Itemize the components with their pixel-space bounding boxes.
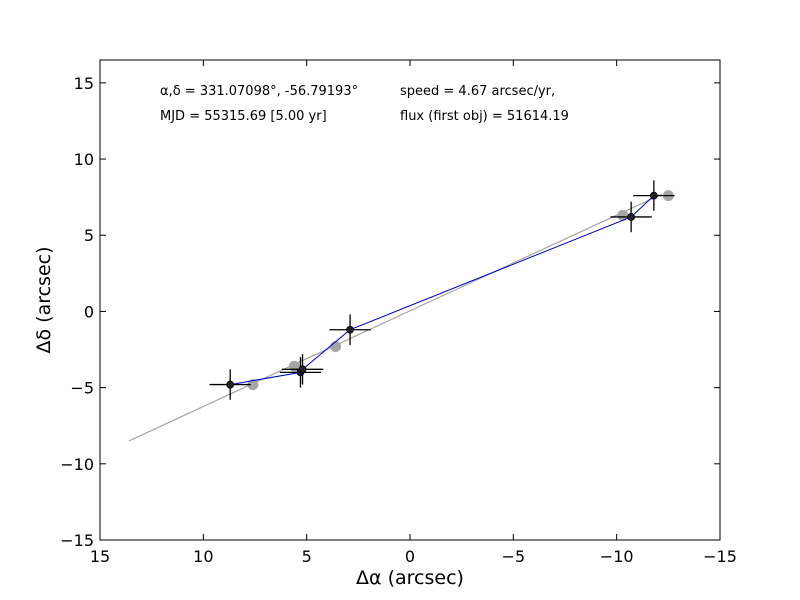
annotation-flux: flux (first obj) = 51614.19	[400, 109, 569, 124]
observed-point	[346, 325, 354, 334]
y-tick-label: −5	[70, 379, 94, 398]
observed-point	[226, 380, 235, 389]
y-tick-label: 10	[74, 150, 94, 169]
plot-frame	[99, 59, 721, 541]
y-tick-label: −10	[60, 455, 94, 474]
observed-point	[649, 191, 658, 200]
annotation-speed: speed = 4.67 arcsec/yr,	[400, 84, 555, 99]
y-tick-label: 5	[84, 226, 94, 245]
y-tick-label: 0	[84, 302, 94, 321]
fit-line	[128, 193, 663, 442]
observed-point	[298, 365, 307, 374]
x-axis-label: Δα (arcsec)	[356, 567, 464, 589]
y-axis-label: Δδ (arcsec)	[33, 246, 55, 353]
marks-layer	[128, 180, 675, 442]
text-layer: α,δ = 331.07098°, -56.79193° speed = 4.6…	[33, 84, 569, 589]
x-tick-label: −10	[600, 547, 634, 566]
annotation-coords: α,δ = 331.07098°, -56.79193°	[160, 84, 358, 99]
x-tick-label: 5	[302, 547, 312, 566]
observed-track-line	[230, 195, 655, 386]
model-position-point	[617, 209, 629, 221]
model-position-point	[330, 340, 342, 352]
observed-point	[627, 213, 636, 221]
y-tick-label: −15	[60, 531, 94, 550]
x-tick-label: 15	[90, 547, 110, 566]
x-tick-label: 0	[405, 547, 415, 566]
x-tick-label: 10	[193, 547, 213, 566]
x-tick-label: −5	[502, 547, 526, 566]
y-tick-label: 15	[74, 74, 94, 93]
model-position-point	[247, 379, 259, 391]
x-tick-label: −15	[703, 547, 737, 566]
annotation-mjd: MJD = 55315.69 [5.00 yr]	[160, 109, 327, 124]
